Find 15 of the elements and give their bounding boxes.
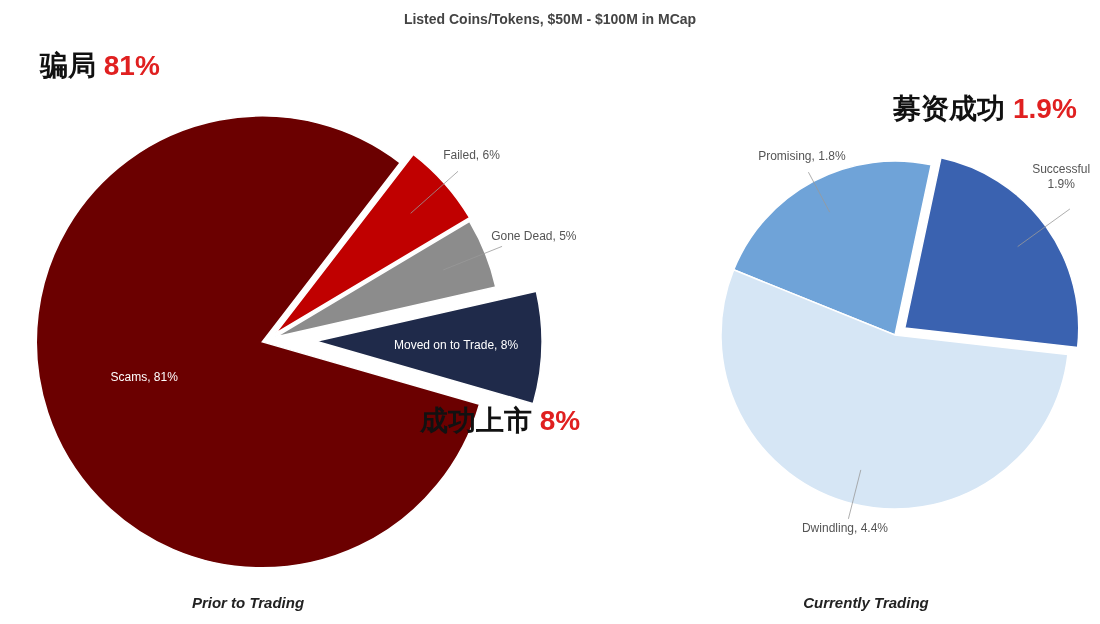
text: 募资成功 1.9%: [892, 93, 1077, 124]
slice-label: Dwindling, 4.4%: [801, 521, 889, 536]
data-label: 1.9%: [1047, 176, 1076, 191]
chart-title: Listed Coins/Tokens, $50M - $100M in MCap: [403, 11, 697, 27]
data-label: 81%: [103, 50, 160, 81]
slice-label: Scams, 81%: [110, 369, 179, 384]
slice-label: Moved on to Trade, 8%: [394, 338, 519, 353]
slice-label: Gone Dead, 5%: [491, 228, 577, 243]
slice-label: Successful: [1032, 162, 1091, 177]
slice-label: Promising, 1.8%: [758, 148, 846, 163]
text: Prior to Trading: [191, 594, 305, 611]
text: 骗局: [40, 50, 96, 81]
data-label: 8%: [539, 405, 581, 436]
text: Currently Trading: [803, 594, 929, 611]
slice-label: Failed, 6%: [443, 148, 501, 163]
